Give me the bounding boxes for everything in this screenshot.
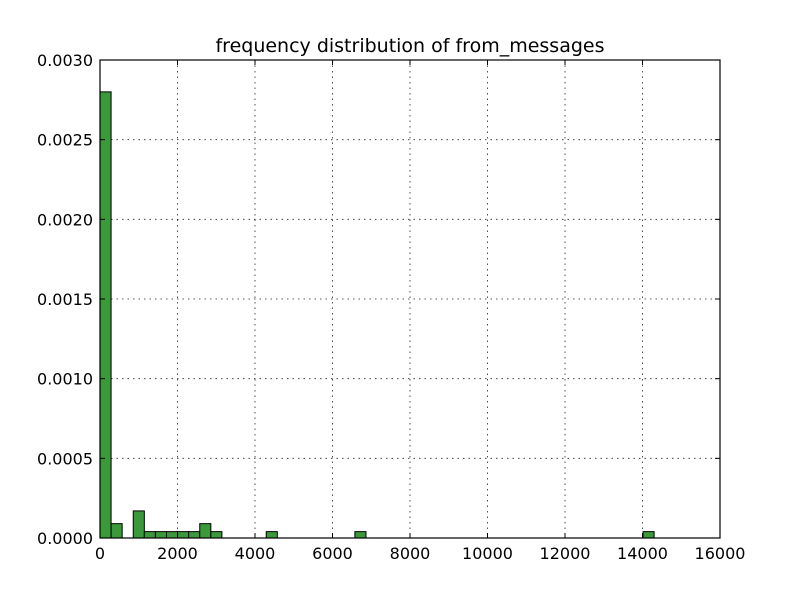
bars-group (99, 91, 655, 539)
x-tick-label: 2000 (157, 544, 198, 563)
histogram-bar (154, 531, 167, 539)
y-tick-label: 0.0005 (37, 449, 93, 468)
x-tick-label: 14000 (617, 544, 668, 563)
y-tick-label: 0.0030 (37, 51, 93, 70)
histogram-bar (642, 531, 655, 539)
x-tick-labels: 0 2000 4000 6000 8000 10000 12000 14000 16000 (95, 544, 746, 563)
histogram-bar (110, 523, 123, 539)
histogram-bar (177, 531, 190, 539)
x-tick-label: 4000 (235, 544, 276, 563)
histogram-bar (199, 523, 212, 539)
x-tick-label: 6000 (312, 544, 353, 563)
histogram-bar (210, 531, 223, 539)
x-tick-label: 8000 (390, 544, 431, 563)
x-tick-label: 16000 (695, 544, 746, 563)
x-tick-label: 12000 (540, 544, 591, 563)
y-tick-label: 0.0025 (37, 131, 93, 150)
histogram-bar (165, 531, 179, 539)
histogram-bar (354, 531, 367, 539)
x-tick-label: 0 (95, 544, 105, 563)
y-tick-labels: 0.0000 0.0005 0.0010 0.0015 0.0020 0.0025 0.00… (37, 51, 93, 548)
histogram-bar (188, 531, 201, 539)
histogram-bar (132, 510, 145, 539)
y-tick-label: 0.0000 (37, 529, 93, 548)
histogram-bar (265, 531, 278, 539)
y-tick-label: 0.0020 (37, 210, 93, 229)
histogram-bar (99, 91, 112, 539)
axis-ticks (99, 59, 721, 539)
chart-title: frequency distribution of from_messages (215, 35, 604, 57)
histogram-bar (143, 531, 156, 539)
grid-lines (100, 60, 720, 538)
y-tick-label: 0.0015 (37, 290, 93, 309)
y-tick-label: 0.0010 (37, 370, 93, 389)
x-tick-label: 10000 (462, 544, 513, 563)
